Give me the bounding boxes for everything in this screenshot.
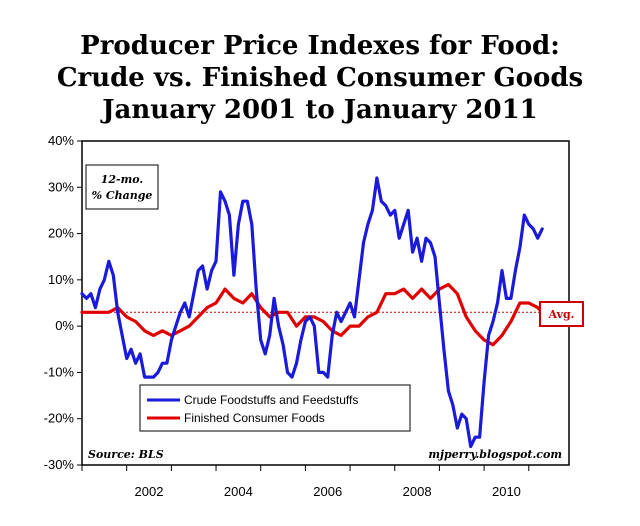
title-line-2: Crude vs. Finished Consumer Goods (56, 63, 584, 93)
unit-note-line-1: 12-mo. (101, 173, 144, 186)
x-tick-label: 2006 (313, 484, 342, 499)
y-tick-label: 0% (55, 318, 74, 333)
legend-label-finished: Finished Consumer Foods (184, 411, 325, 425)
series-line-finished (80, 282, 544, 347)
y-tick-label: 10% (48, 272, 74, 287)
y-axis: -30% -20% -10% 0% 10% 20% 30% 40% (44, 133, 82, 472)
avg-label: Avg. (547, 308, 574, 321)
x-tick-label: 2004 (224, 484, 253, 499)
y-tick-label: 30% (48, 179, 74, 194)
y-tick-label: -20% (44, 411, 75, 426)
legend: Crude Foodstuffs and Feedstuffs Finished… (139, 384, 411, 432)
y-tick-label: 20% (48, 226, 74, 241)
series-line-crude (80, 176, 544, 449)
title-line-3: January 2001 to January 2011 (102, 95, 538, 125)
x-tick-label: 2010 (492, 484, 521, 499)
chart-title: Producer Price Indexes for Food: Crude v… (0, 30, 640, 126)
legend-label-crude: Crude Foodstuffs and Feedstuffs (184, 393, 358, 407)
unit-note-line-2: % Change (92, 189, 153, 202)
y-tick-label: 40% (48, 133, 74, 148)
y-tick-label: -30% (44, 457, 75, 472)
unit-note: 12-mo. % Change (85, 164, 159, 210)
x-tick-label: 2008 (403, 484, 432, 499)
avg-label-box: Avg. (539, 301, 584, 327)
title-line-1: Producer Price Indexes for Food: (80, 31, 560, 61)
credit-note: mjperry.blogspot.com (428, 448, 562, 461)
x-tick-label: 2002 (135, 484, 164, 499)
series-group (80, 176, 544, 449)
x-axis: 2002 2004 2006 2008 2010 (81, 465, 530, 499)
source-note: Source: BLS (88, 448, 164, 461)
y-tick-label: -10% (44, 364, 75, 379)
